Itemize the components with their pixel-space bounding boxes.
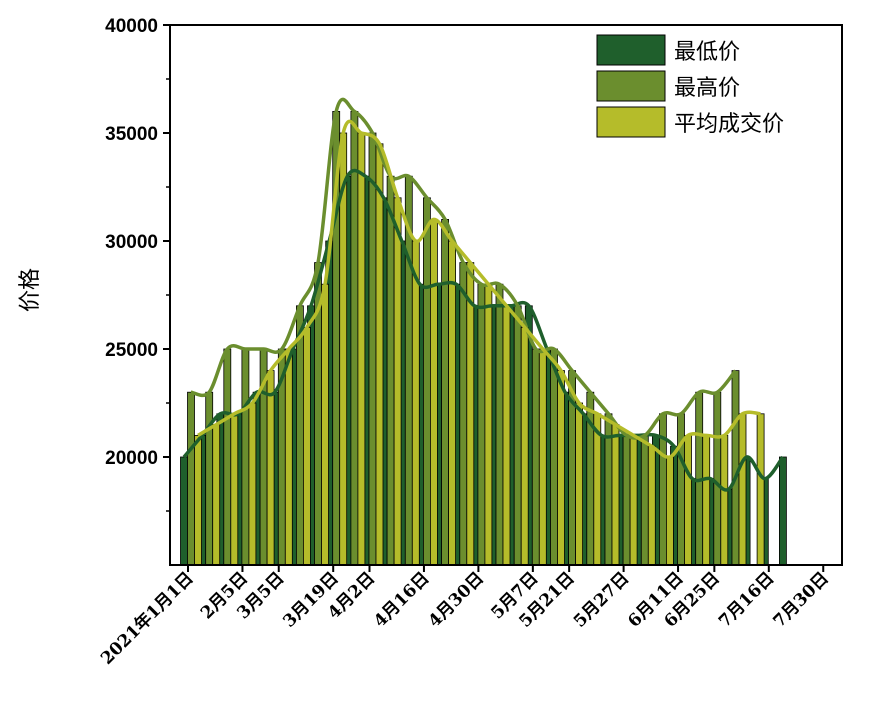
y-tick-label: 35000 (105, 124, 158, 145)
bar-s1-15 (459, 262, 468, 566)
bar-s2-1 (212, 424, 221, 566)
bar-s2-0 (194, 434, 202, 566)
series-line-0 (182, 168, 785, 492)
bar-s2-10 (375, 143, 384, 566)
bars-layer (180, 111, 787, 566)
bar-s2-30 (738, 413, 747, 566)
legend-swatch-0 (596, 34, 666, 66)
x-tick-label: 4月16日 (370, 568, 433, 631)
legend-swatch-1 (596, 70, 666, 102)
y-tick-label: 20000 (105, 448, 158, 469)
bar-s1-10 (368, 132, 377, 566)
y-axis-label: 价格 (18, 268, 43, 312)
bar-s2-18 (520, 326, 529, 566)
bar-s2-14 (448, 240, 457, 566)
y-axis: 20000 25000 30000 35000 40000 (105, 16, 170, 512)
bar-s2-20 (557, 370, 565, 566)
bar-s2-5 (284, 348, 293, 566)
bar-s1-19 (531, 348, 540, 566)
bar-s2-27 (684, 434, 692, 566)
bar-s2-7 (321, 283, 329, 566)
bar-s2-2 (230, 413, 239, 566)
bar-s2-15 (466, 262, 475, 566)
bar-s2-3 (248, 402, 257, 566)
bar-s2-16 (484, 283, 493, 566)
bar-s1-6 (295, 305, 304, 566)
legend-label-2: 平均成交价 (674, 112, 784, 137)
bar-s2-24 (629, 434, 638, 566)
bar-s1-2 (223, 348, 232, 566)
bar-s2-25 (647, 445, 656, 566)
legend-label-1: 最高价 (674, 76, 740, 101)
bar-s0-0 (180, 456, 188, 566)
y-tick-label: 25000 (105, 340, 158, 361)
bar-s1-13 (422, 197, 431, 566)
bar-s1-3 (241, 348, 250, 566)
bar-s2-23 (611, 424, 620, 566)
x-tick-label: 7月16日 (715, 568, 778, 631)
bar-s2-28 (702, 434, 711, 566)
bar-s2-13 (429, 218, 438, 566)
bar-s2-12 (411, 240, 420, 566)
x-tick-label: 2021年1月1日 (96, 568, 197, 669)
bar-s2-19 (538, 348, 547, 566)
bar-s1-27 (677, 413, 685, 566)
bar-s1-29 (713, 391, 722, 566)
series-line-1 (190, 97, 737, 440)
legend-label-0: 最低价 (674, 40, 740, 65)
bar-s2-22 (593, 413, 602, 566)
bar-s2-4 (266, 370, 275, 566)
legend-swatch-2 (596, 106, 666, 138)
bar-s1-0 (187, 391, 195, 566)
bar-s1-1 (205, 391, 214, 566)
bar-s1-25 (640, 434, 649, 566)
bar-s1-14 (441, 218, 450, 566)
bar-s1-9 (350, 111, 359, 566)
x-tick-label: 7月30日 (770, 568, 833, 631)
bar-s2-9 (357, 132, 366, 566)
bar-s2-31 (756, 413, 765, 566)
y-tick-label: 40000 (105, 16, 158, 37)
bar-s1-20 (550, 348, 558, 566)
x-tick-label: 4月30日 (425, 568, 488, 631)
bar-s1-24 (622, 434, 631, 566)
bar-s1-11 (386, 175, 395, 566)
bar-s2-11 (393, 197, 402, 566)
bar-s1-17 (495, 283, 504, 566)
series-line-2 (197, 119, 761, 459)
bar-s0-33 (779, 456, 787, 566)
bar-s2-6 (302, 326, 311, 566)
bar-s2-26 (666, 456, 674, 566)
bar-s1-18 (513, 305, 522, 566)
x-tick-label: 5月27日 (570, 568, 633, 631)
bar-s2-29 (720, 434, 729, 566)
bar-s1-16 (477, 283, 486, 566)
lines-layer (182, 97, 785, 492)
y-tick-label: 30000 (105, 232, 158, 253)
bar-s2-17 (502, 305, 511, 566)
bar-s2-21 (575, 402, 583, 566)
